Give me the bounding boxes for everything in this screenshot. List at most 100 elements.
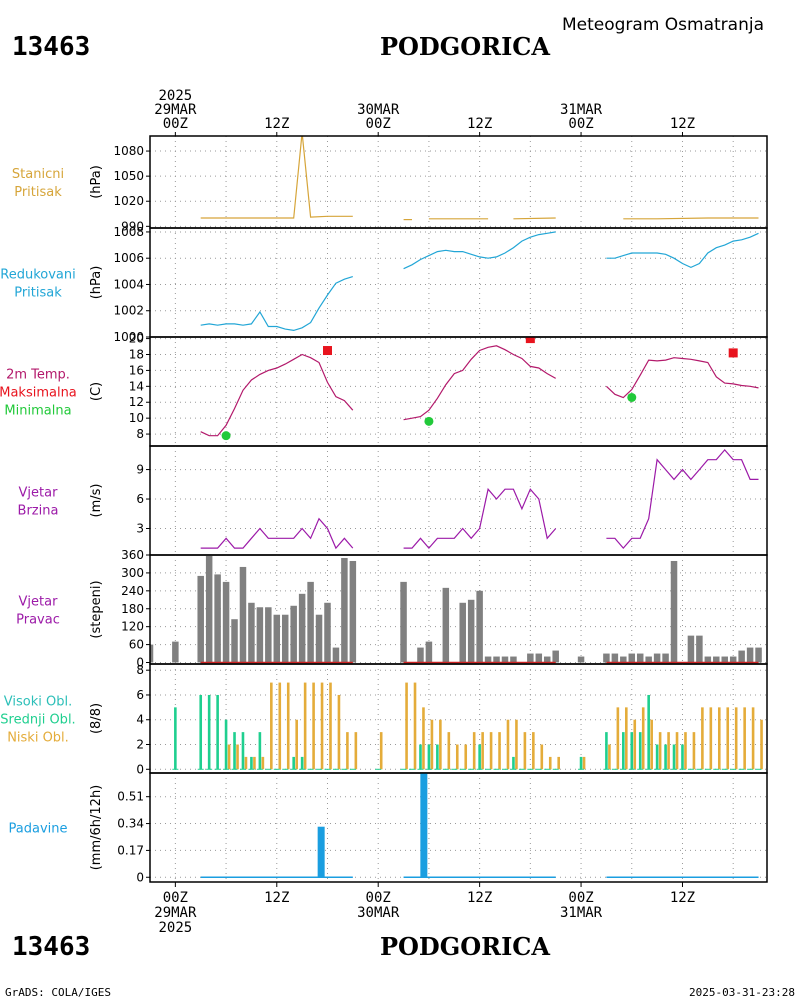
wind-direction-bar	[281, 614, 289, 663]
cloud-bar	[270, 682, 273, 770]
time-label-top: 12Z	[264, 116, 289, 132]
cloud-bar	[641, 707, 645, 770]
y-tick-label: 1050	[113, 169, 144, 183]
wind-direction-bar	[231, 619, 238, 663]
cloud-bar	[419, 744, 422, 770]
y-tick-label: 180	[121, 602, 144, 616]
cloud-bar	[303, 682, 307, 770]
time-label-top: 00Z	[366, 116, 391, 132]
time-label-top: 2025	[158, 88, 192, 104]
time-label-bottom: 12Z	[670, 890, 695, 906]
y-tick-label: 6	[136, 688, 144, 702]
cloud-bar	[379, 732, 383, 770]
y-axis-unit-label: (hPa)	[89, 266, 104, 300]
cloud-bar	[286, 682, 290, 770]
y-tick-label: 16	[129, 363, 144, 377]
y-tick-label: 2	[136, 738, 144, 752]
series-line	[403, 231, 556, 270]
cloud-bar	[638, 732, 642, 770]
cloud-bar	[622, 732, 625, 770]
cloud-bar	[199, 694, 203, 770]
tmax-marker	[322, 346, 332, 356]
wind-direction-bar	[738, 650, 745, 663]
side-label: Vjetar	[19, 595, 59, 610]
cloud-bar	[233, 732, 236, 770]
series-line	[200, 353, 354, 437]
cloud-bar	[253, 756, 256, 770]
data-layer	[200, 448, 759, 550]
cloud-bar	[244, 756, 248, 770]
y-tick-label: 6	[136, 492, 144, 506]
cloud-bar	[489, 732, 493, 770]
y-tick-label: 60	[129, 638, 144, 652]
cloud-bar	[427, 744, 431, 770]
series-line	[605, 357, 759, 399]
y-axis-unit-label: (8/8)	[89, 703, 104, 734]
series-line	[606, 232, 759, 269]
wind-direction-bar	[603, 653, 610, 663]
time-label-bottom: 12Z	[467, 890, 492, 906]
series-line	[623, 217, 759, 220]
y-tick-label: 0.51	[117, 790, 144, 804]
side-label: Pritisak	[14, 185, 62, 200]
panel-frame	[149, 772, 768, 883]
cloud-bar	[557, 756, 560, 770]
wind-direction-bar	[696, 635, 703, 663]
cloud-bar	[605, 732, 608, 770]
y-axis-unit-label: (mm/6h/12h)	[89, 785, 104, 871]
cloud-bar	[227, 744, 231, 770]
y-tick-label: 1000	[113, 330, 144, 344]
wind-direction-bar	[417, 647, 424, 663]
cloud-bar	[422, 707, 425, 770]
cloud-bar	[174, 707, 177, 770]
wind-direction-bar	[535, 653, 543, 663]
panel-frame	[149, 135, 768, 229]
wind-direction-bar	[620, 656, 627, 663]
time-label-bottom: 31MAR	[560, 905, 603, 921]
wind-direction-bar	[442, 587, 450, 663]
tmax-marker	[728, 348, 738, 358]
side-label: Stanicni	[12, 167, 64, 182]
y-tick-label: 0	[136, 870, 144, 884]
wind-direction-bar	[721, 656, 728, 663]
wind-direction-bar	[205, 555, 213, 663]
station-id-bottom: 13463	[12, 932, 90, 962]
panel-reduced_pressure: 1000 1002 1004 1006 1008 Redukovani Pritisak (h…	[0, 225, 768, 344]
cloud-bar	[684, 732, 687, 770]
cloud-bar	[292, 756, 295, 770]
wind-direction-bar	[214, 574, 221, 663]
cloud-bar	[608, 744, 611, 770]
time-label-bottom: 30MAR	[357, 905, 400, 921]
data-layer	[200, 337, 759, 441]
time-label-top: 30MAR	[357, 102, 400, 118]
cloud-bar	[515, 719, 518, 770]
time-label-top: 00Z	[163, 116, 188, 132]
y-tick-label: 18	[129, 348, 144, 362]
wind-direction-bar	[670, 560, 678, 663]
cloud-bar	[224, 719, 228, 770]
y-tick-label: 20	[129, 332, 144, 346]
y-tick-label: 4	[136, 713, 144, 727]
time-label-top: 12Z	[670, 116, 695, 132]
panel-frame	[149, 227, 768, 338]
cloud-bar	[650, 719, 653, 770]
wind-direction-bar	[543, 656, 551, 663]
station-name-top: PODGORICA	[380, 32, 550, 61]
cloud-bar	[523, 732, 527, 770]
data-layer	[172, 682, 763, 770]
wind-direction-bar	[577, 656, 585, 663]
panel-precipitation: 0 0.17 0.34 0.51 Padavine (mm/6h/12h)	[9, 772, 768, 884]
side-label: Padavine	[9, 822, 68, 837]
cloud-bar	[478, 744, 481, 770]
tmin-marker	[424, 416, 434, 426]
panel-station_pressure: 990 1020 1050 1080 Stanicni Pritisak (hPa)	[12, 135, 768, 233]
y-tick-label: 3	[136, 521, 144, 535]
data-layer	[200, 136, 759, 221]
series-line	[200, 517, 354, 550]
y-tick-label: 360	[121, 548, 144, 562]
wind-direction-bar	[662, 653, 669, 663]
